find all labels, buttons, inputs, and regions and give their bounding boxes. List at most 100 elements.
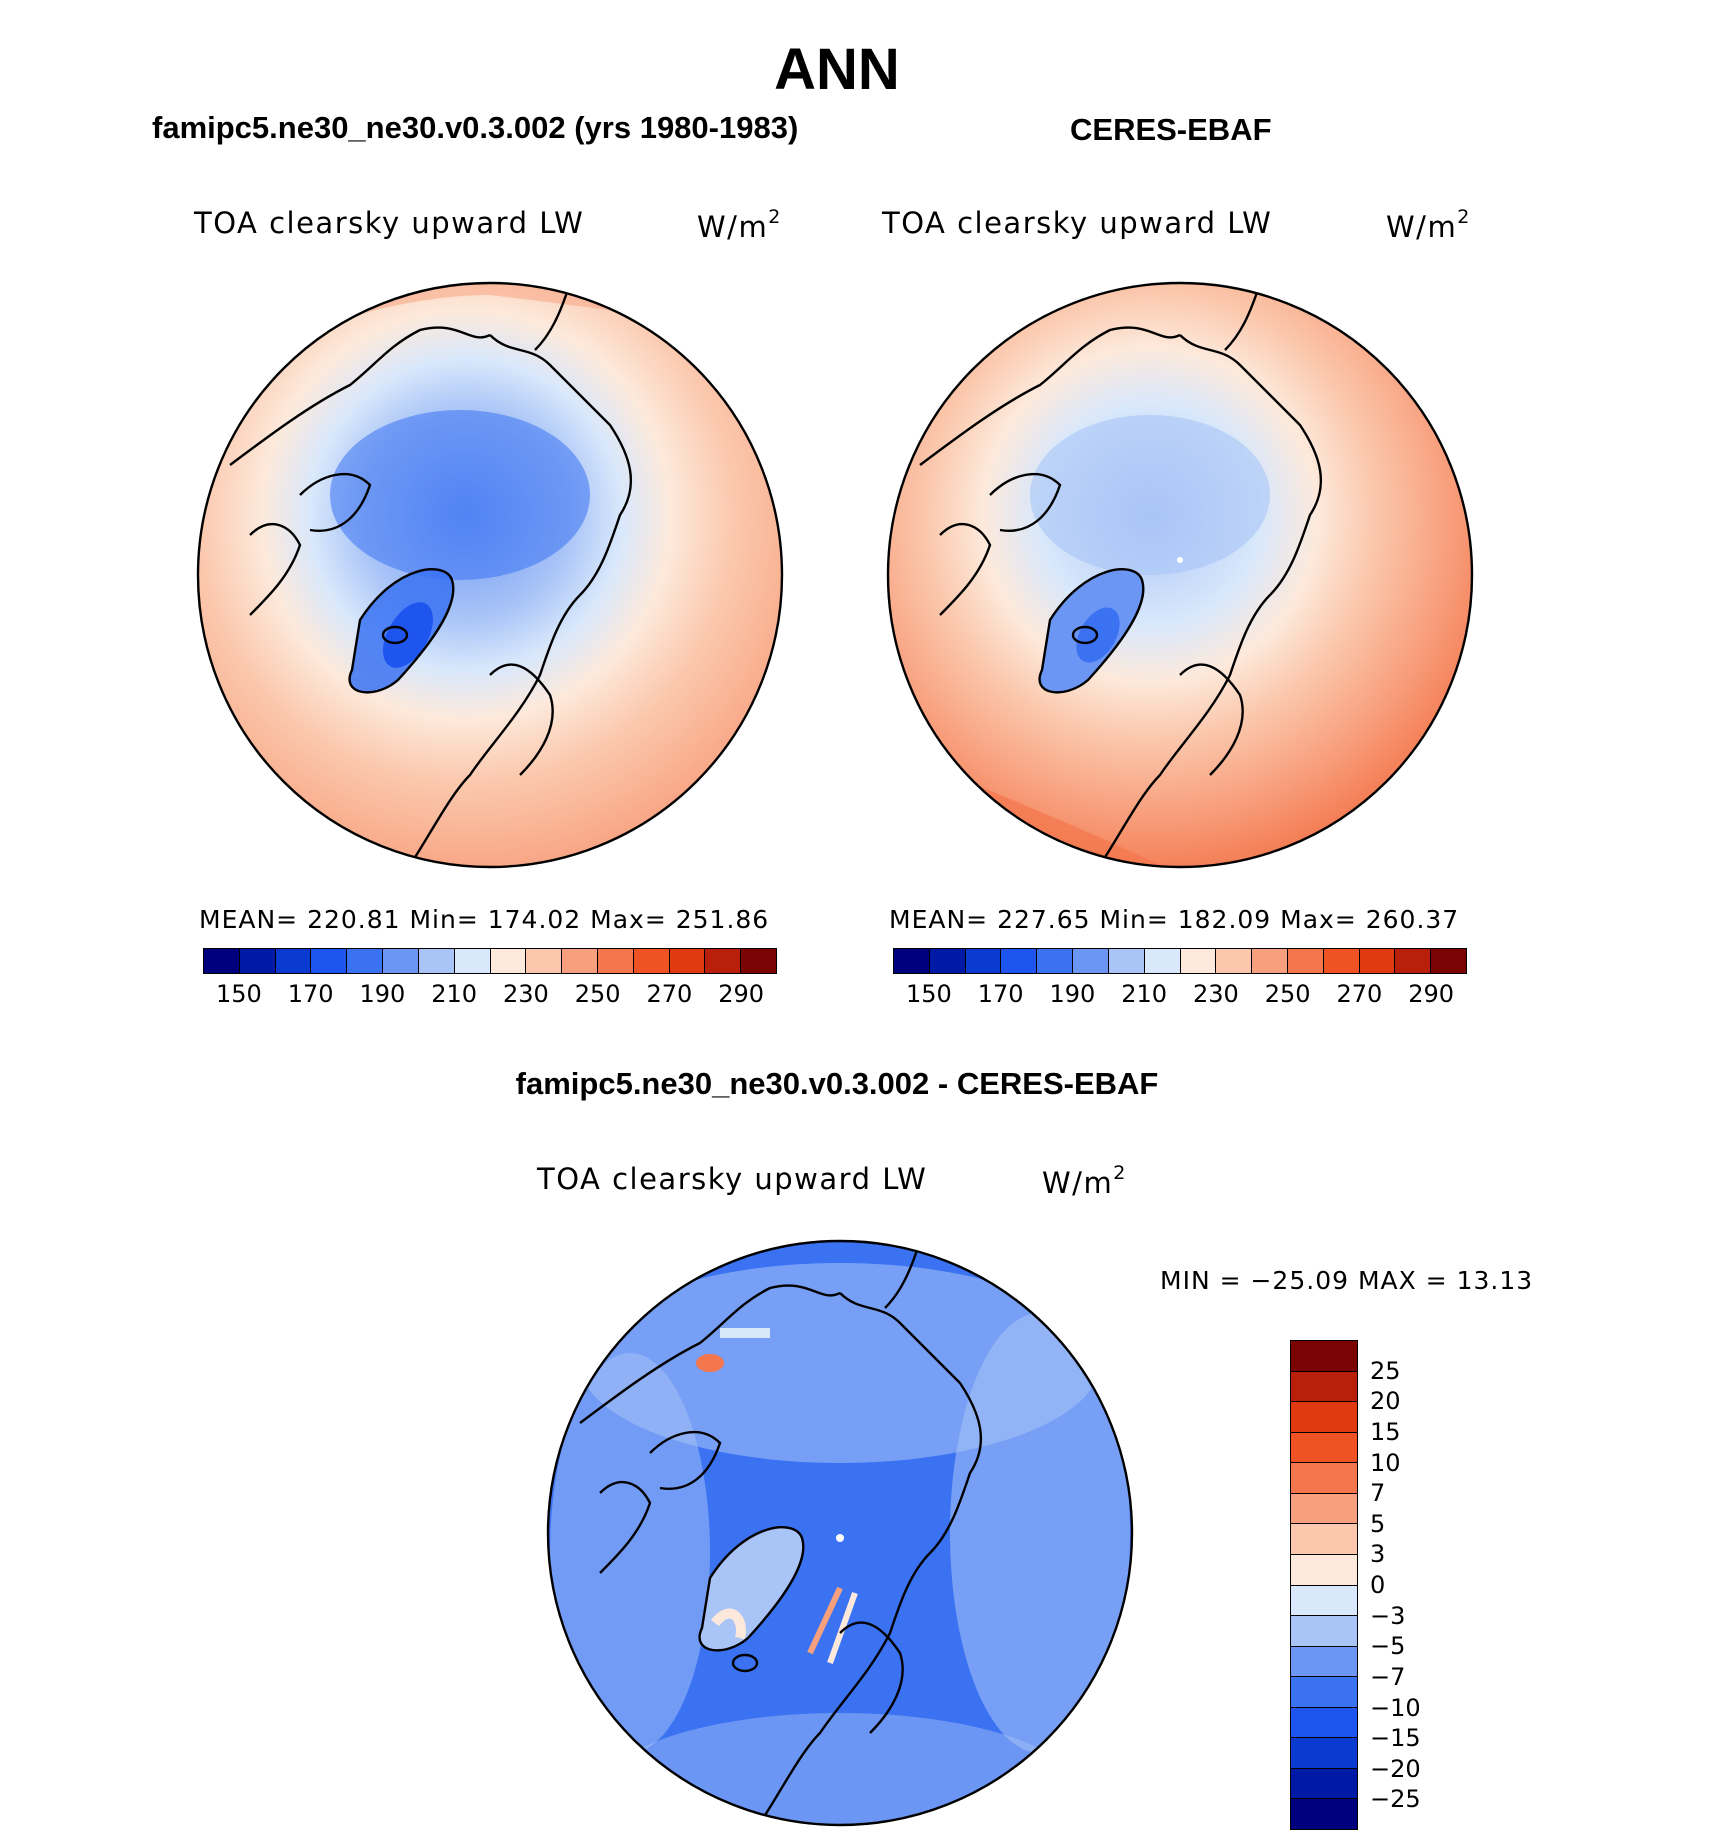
obs-units-label: W/m2: [1386, 206, 1471, 244]
diff-colorbar-tick-label: 0: [1370, 1571, 1386, 1599]
diff-colorbar-tick-label: −15: [1370, 1724, 1421, 1753]
diff-colorbar-box: [1291, 1463, 1357, 1494]
diff-colorbar-box: [1291, 1371, 1357, 1403]
obs-colorbar-box: [965, 949, 1002, 973]
obs-colorbar-tick-label: 270: [1336, 980, 1383, 1008]
model-colorbar-box: [204, 949, 240, 973]
obs-colorbar-tick-label: 210: [1121, 980, 1168, 1008]
obs-colorbar-box: [1001, 949, 1038, 973]
obs-colorbar-tick-label: 190: [1049, 980, 1096, 1008]
obs-colorbar-box: [1395, 949, 1432, 973]
model-colorbar-box: [383, 949, 419, 973]
model-colorbar-box: [311, 949, 348, 973]
diff-colorbar-tick-label: 25: [1370, 1356, 1401, 1385]
model-colorbar-box: [705, 949, 742, 973]
obs-colorbar-box: [1216, 949, 1253, 973]
diff-colorbar-box: [1291, 1768, 1357, 1800]
diff-colorbar-tick-label: 20: [1370, 1387, 1401, 1416]
diff-colorbar-box: [1291, 1432, 1357, 1464]
model-colorbar: 150 170 190 210 230 250 270 290: [203, 948, 777, 1008]
diff-colorbar-labels: 25 20 15 10 7 5 3 0 −3 −5 −7 −10 −15 −20 −25: [1370, 1340, 1490, 1830]
model-colorbar-tick-label: 190: [359, 980, 406, 1008]
obs-colorbar-box: [929, 949, 966, 973]
diff-colorbar-box: [1291, 1554, 1357, 1586]
obs-colorbar-tick-label: 250: [1264, 980, 1311, 1008]
diff-colorbar: 25 20 15 10 7 5 3 0 −3 −5 −7 −10 −15 −20 −25: [1290, 1340, 1490, 1830]
obs-colorbar-box: [1108, 949, 1145, 973]
diff-colorbar-box: [1291, 1341, 1357, 1372]
obs-colorbar-box: [1431, 949, 1466, 973]
diff-colorbar-box: [1291, 1738, 1357, 1769]
obs-colorbar-box: [1180, 949, 1217, 973]
model-colorbar-box: [418, 949, 455, 973]
obs-colorbar-box: [1073, 949, 1109, 973]
diff-colorbar-tick-label: 10: [1370, 1448, 1401, 1477]
model-case-title: famipc5.ne30_ne30.v0.3.002 (yrs 1980-198…: [152, 110, 799, 145]
diff-colorbar-tick-label: −5: [1370, 1632, 1406, 1661]
model-colorbar-box: [526, 949, 563, 973]
diff-colorbar-tick-label: 5: [1370, 1509, 1386, 1538]
obs-colorbar-tick-label: 170: [977, 980, 1024, 1008]
diff-units-label: W/m2: [1042, 1162, 1127, 1200]
obs-colorbar-labels: 150 170 190 210 230 250 270 290: [893, 974, 1467, 1008]
obs-colorbar-box: [1323, 949, 1360, 973]
model-colorbar-box: [562, 949, 598, 973]
diff-colorbar-box: [1291, 1677, 1357, 1708]
obs-colorbar-box: [1252, 949, 1288, 973]
diff-colorbar-tick-label: −20: [1370, 1754, 1421, 1783]
model-colorbar-tick-label: 230: [502, 980, 549, 1008]
diff-colorbar-boxes: [1290, 1340, 1358, 1830]
model-colorbar-tick-label: 170: [287, 980, 334, 1008]
model-colorbar-box: [490, 949, 527, 973]
figure-title: ANN: [774, 37, 900, 102]
diff-colorbar-tick-label: −25: [1370, 1785, 1421, 1814]
diff-colorbar-tick-label: −10: [1370, 1693, 1421, 1722]
diff-colorbar-box: [1291, 1707, 1357, 1739]
obs-colorbar-tick-label: 230: [1192, 980, 1239, 1008]
obs-colorbar-tick-label: 290: [1408, 980, 1455, 1008]
diff-polar-map: [546, 1239, 1134, 1827]
diff-colorbar-box: [1291, 1616, 1357, 1647]
diff-case-title: famipc5.ne30_ne30.v0.3.002 - CERES-EBAF: [515, 1066, 1159, 1101]
model-colorbar-box: [597, 949, 634, 973]
model-colorbar-tick-label: 210: [431, 980, 478, 1008]
obs-polar-map: [886, 281, 1474, 869]
model-colorbar-tick-label: 290: [718, 980, 765, 1008]
model-colorbar-box: [239, 949, 276, 973]
diff-stats: MIN = −25.09 MAX = 13.13: [1160, 1266, 1534, 1295]
obs-colorbar-box: [1037, 949, 1074, 973]
obs-colorbar-tick-label: 150: [905, 980, 952, 1008]
model-colorbar-labels: 150 170 190 210 230 250 270 290: [203, 974, 777, 1008]
diff-colorbar-box: [1291, 1799, 1357, 1829]
model-colorbar-tick-label: 250: [574, 980, 621, 1008]
obs-colorbar-box: [1287, 949, 1324, 973]
model-units-label: W/m2: [697, 206, 782, 244]
obs-colorbar-box: [1359, 949, 1396, 973]
diff-colorbar-box: [1291, 1646, 1357, 1678]
model-colorbar-box: [454, 949, 491, 973]
diff-variable-label: TOA clearsky upward LW: [537, 1162, 928, 1196]
obs-variable-label: TOA clearsky upward LW: [882, 206, 1273, 240]
diff-colorbar-box: [1291, 1524, 1357, 1555]
diff-colorbar-box: [1291, 1585, 1357, 1617]
diff-colorbar-tick-label: 7: [1370, 1479, 1386, 1508]
model-variable-label: TOA clearsky upward LW: [194, 206, 585, 240]
obs-case-title: CERES-EBAF: [1070, 112, 1272, 147]
obs-colorbar-box: [1144, 949, 1181, 973]
diff-colorbar-tick-label: −3: [1370, 1601, 1406, 1630]
model-colorbar-tick-label: 150: [215, 980, 262, 1008]
diff-colorbar-tick-label: 3: [1370, 1540, 1386, 1569]
obs-colorbar-boxes: [893, 948, 1467, 974]
diff-colorbar-tick-label: 15: [1370, 1417, 1401, 1446]
model-colorbar-box: [741, 949, 776, 973]
model-stats: MEAN= 220.81 Min= 174.02 Max= 251.86: [199, 905, 770, 934]
diff-colorbar-tick-label: −7: [1370, 1662, 1406, 1691]
model-polar-map: [196, 281, 784, 869]
model-colorbar-box: [347, 949, 384, 973]
obs-stats: MEAN= 227.65 Min= 182.09 Max= 260.37: [889, 905, 1460, 934]
model-colorbar-boxes: [203, 948, 777, 974]
model-colorbar-box: [669, 949, 706, 973]
model-colorbar-box: [275, 949, 312, 973]
diff-colorbar-box: [1291, 1402, 1357, 1433]
obs-colorbar-box: [894, 949, 930, 973]
